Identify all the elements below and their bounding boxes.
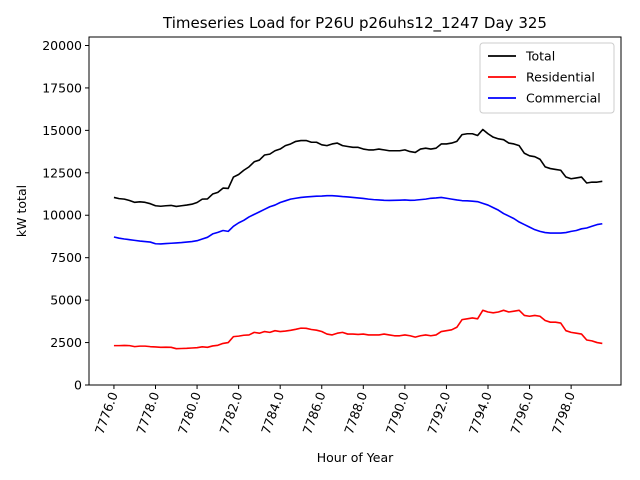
legend: Total Residential Commercial	[479, 42, 615, 114]
y-tick-label: 20000	[42, 38, 82, 53]
y-tick-label: 0	[74, 378, 82, 393]
series-line-total	[113, 128, 603, 208]
y-tick-label: 7500	[50, 250, 82, 265]
legend-label-commercial: Commercial	[526, 91, 601, 106]
x-axis-label: Hour of Year	[317, 450, 394, 465]
y-tick-label: 5000	[50, 293, 82, 308]
plot-frame	[88, 36, 622, 386]
y-axis-label: kW total	[14, 185, 29, 237]
chart-title: Timeseries Load for P26U p26uhs12_1247 D…	[162, 14, 547, 33]
y-tick-label: 15000	[42, 123, 82, 138]
y-tick-label: 10000	[42, 208, 82, 223]
series-line-residential	[113, 309, 603, 350]
series-line-commercial	[113, 194, 603, 245]
y-axis-ticks: 0 2500 5000 7500 10000 12500 15000 17500 20000	[42, 38, 89, 393]
series-layer	[113, 128, 603, 350]
legend-box	[479, 42, 615, 114]
y-tick-label: 2500	[50, 335, 82, 350]
legend-label-residential: Residential	[526, 70, 595, 85]
y-tick-label: 17500	[42, 80, 82, 95]
legend-label-total: Total	[525, 49, 555, 64]
y-tick-label: 12500	[42, 165, 82, 180]
